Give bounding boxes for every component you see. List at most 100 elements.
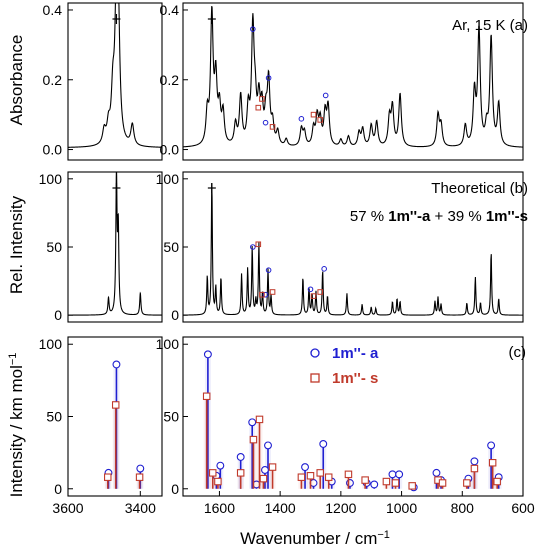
legend-circle-marker [310, 348, 320, 358]
axis-titles: Absorbance Rel. Intensity Intensity / km… [7, 35, 390, 548]
panel-c-right-series-a-point [236, 453, 245, 461]
panel-c-right-series-s-point [408, 482, 416, 490]
panel-b-left-frame [67, 171, 163, 323]
panel-c-right-series-a-point [216, 461, 225, 470]
panel-c-left-series-a-point [136, 464, 145, 473]
panel-c: 0 0 50 50 100 100 3600 3400 1600 1400 1200 1000 800… [39, 336, 535, 516]
panel-b-square-marker [259, 291, 265, 298]
panel-c-right-series-a-point [319, 440, 328, 448]
legend-label-s: 1m''- s [332, 370, 378, 387]
panel-b-square-marker [310, 293, 317, 299]
panel-b-circle-marker [250, 244, 256, 250]
panel-c-right-series-s-point [209, 469, 217, 477]
legend: 1m''- a 1m''- s [310, 345, 379, 387]
composition-a-percent: 57 % [350, 208, 388, 225]
panel-b-right-plot-area [182, 171, 524, 323]
panel-b-left-plot-area: 0 0 50 50 100 100 [39, 171, 188, 323]
panel-c-right-series-a-point [487, 441, 496, 450]
panel-a-left-spectrum-line [68, 2, 162, 148]
x-axis-label-text: Wavenumber / cm [240, 529, 377, 548]
panel-c-ylabel-text: Intensity / km mol [7, 365, 26, 497]
panel-b: 0 0 50 50 100 100 Theoretical (b) 57 % 1m''-a… [39, 171, 528, 323]
panel-c-right-series-a-point [248, 418, 257, 427]
panel-c-right-series-s-point [391, 479, 400, 487]
panel-c-annotation: (c) [509, 344, 527, 361]
panel-b-annotation-line1: Theoretical (b) [431, 180, 528, 197]
panel-b-circle-marker [307, 286, 314, 293]
legend-label-a: 1m''- a [332, 345, 379, 362]
panel-c-right-ytick-label: 100 [156, 336, 180, 352]
panel-a-ytick-label: 0.0 [43, 142, 63, 158]
panel-c-right-series-s-point [470, 464, 479, 473]
x-axis-label-superscript: −1 [377, 529, 390, 541]
panel-b-right-spectrum-line [183, 183, 523, 316]
panel-a: 0.0 0.0 0.2 0.2 0.4 0.4 Ar, 15 K (a) [43, 2, 528, 161]
panel-c-left-plot-area: 0 0 50 50 100 100 3600 3400 [39, 336, 188, 516]
composition-a-label: 1m''-a [388, 208, 431, 225]
panel-b-circle-marker [262, 291, 269, 298]
panel-a-circle-marker [262, 119, 269, 126]
panel-a-ytick-label: 0.2 [43, 72, 63, 88]
panel-a-right-frame [182, 2, 524, 161]
panel-c-left-series-a-point [112, 360, 121, 369]
panel-a-right-spectrum-line [182, 5, 523, 148]
panel-a-right-plot-area [182, 2, 524, 161]
panel-a-right-ytick-label: 0.0 [160, 142, 180, 158]
panel-c-left-series-s-point [111, 401, 120, 409]
panel-b-right-ytick-label: 50 [163, 239, 179, 255]
panel-b-right-ytick-label: 100 [156, 171, 180, 187]
panel-b-right-ytick-label: 0 [171, 307, 179, 323]
panel-b-left-spectrum-line [68, 171, 162, 316]
panel-c-right-series-s-point [268, 463, 277, 471]
panel-b-ytick-label: 100 [39, 171, 63, 187]
panel-b-circle-marker [265, 267, 272, 273]
panel-c-right-series-a-point [370, 480, 379, 489]
panel-a-circle-marker [322, 92, 329, 99]
panel-c-right-series-s-point [306, 472, 315, 480]
panel-c-right-plot-area: 1600 1400 1200 1000 800 600 [182, 336, 535, 516]
panel-c-right-series-s-point [202, 392, 211, 401]
panel-c-left-series-s-point [135, 473, 144, 481]
panel-a-right-ytick-label: 0.4 [160, 2, 180, 18]
panel-c-right-series-a-point [203, 350, 212, 359]
panel-c-right-series-a-point [261, 466, 269, 474]
panel-c-ylabel: Intensity / km mol−1 [7, 353, 26, 498]
panel-c-right-series-a-point [301, 463, 309, 472]
panel-c-ylabel-superscript: −1 [7, 353, 19, 366]
composition-s-label: 1m''-s [486, 208, 528, 225]
panel-a-right-ytick-label: 0.2 [160, 72, 180, 88]
x-axis-label: Wavenumber / cm−1 [240, 529, 390, 548]
panel-a-ylabel: Absorbance [7, 35, 26, 126]
panel-a-square-marker [259, 96, 265, 102]
panel-c-right-series-s-point [249, 435, 258, 444]
panel-b-square-marker [317, 289, 324, 295]
panel-c-ytick-label: 0 [54, 481, 62, 497]
panel-c-right-series-s-point [488, 459, 497, 467]
panel-b-ytick-label: 0 [54, 307, 62, 323]
panel-c-right-xtick-label: 1200 [325, 500, 356, 516]
panel-c-right-ytick-label: 0 [171, 481, 179, 497]
composition-s-percent: + 39 % [430, 208, 485, 225]
legend-square-marker [310, 373, 320, 383]
panel-c-left-xtick-label: 3400 [125, 500, 156, 516]
panel-c-right-series-s-point [463, 479, 471, 487]
panel-b-right-frame [182, 171, 524, 323]
panel-c-right-xtick-label: 1000 [386, 500, 417, 516]
panel-b-ytick-label: 50 [46, 239, 62, 255]
panel-c-right-xtick-label: 800 [451, 500, 475, 516]
panel-c-right-series-s-point [316, 469, 324, 477]
panel-a-square-marker [317, 117, 324, 123]
panel-c-ytick-label: 100 [39, 336, 63, 352]
panel-c-right-series-a-point [388, 470, 397, 479]
panel-c-right-series-s-point [493, 477, 501, 486]
panel-b-annotation-line2: 57 % 1m''-a + 39 % 1m''-s [350, 208, 528, 225]
panel-a-square-marker [310, 111, 317, 118]
panel-a-left-plot-area: 0.0 0.0 0.2 0.2 0.4 0.4 [43, 2, 188, 161]
panel-c-right-series-s-point [214, 477, 222, 486]
panel-b-ylabel: Rel. Intensity [7, 195, 26, 294]
panel-c-right-series-s-point [324, 473, 333, 481]
panel-c-ytick-label: 50 [46, 409, 62, 425]
panel-c-right-xtick-label: 600 [511, 500, 535, 516]
panel-c-right-series-s-point [255, 415, 264, 424]
panel-c-right-series-s-point [297, 473, 306, 481]
